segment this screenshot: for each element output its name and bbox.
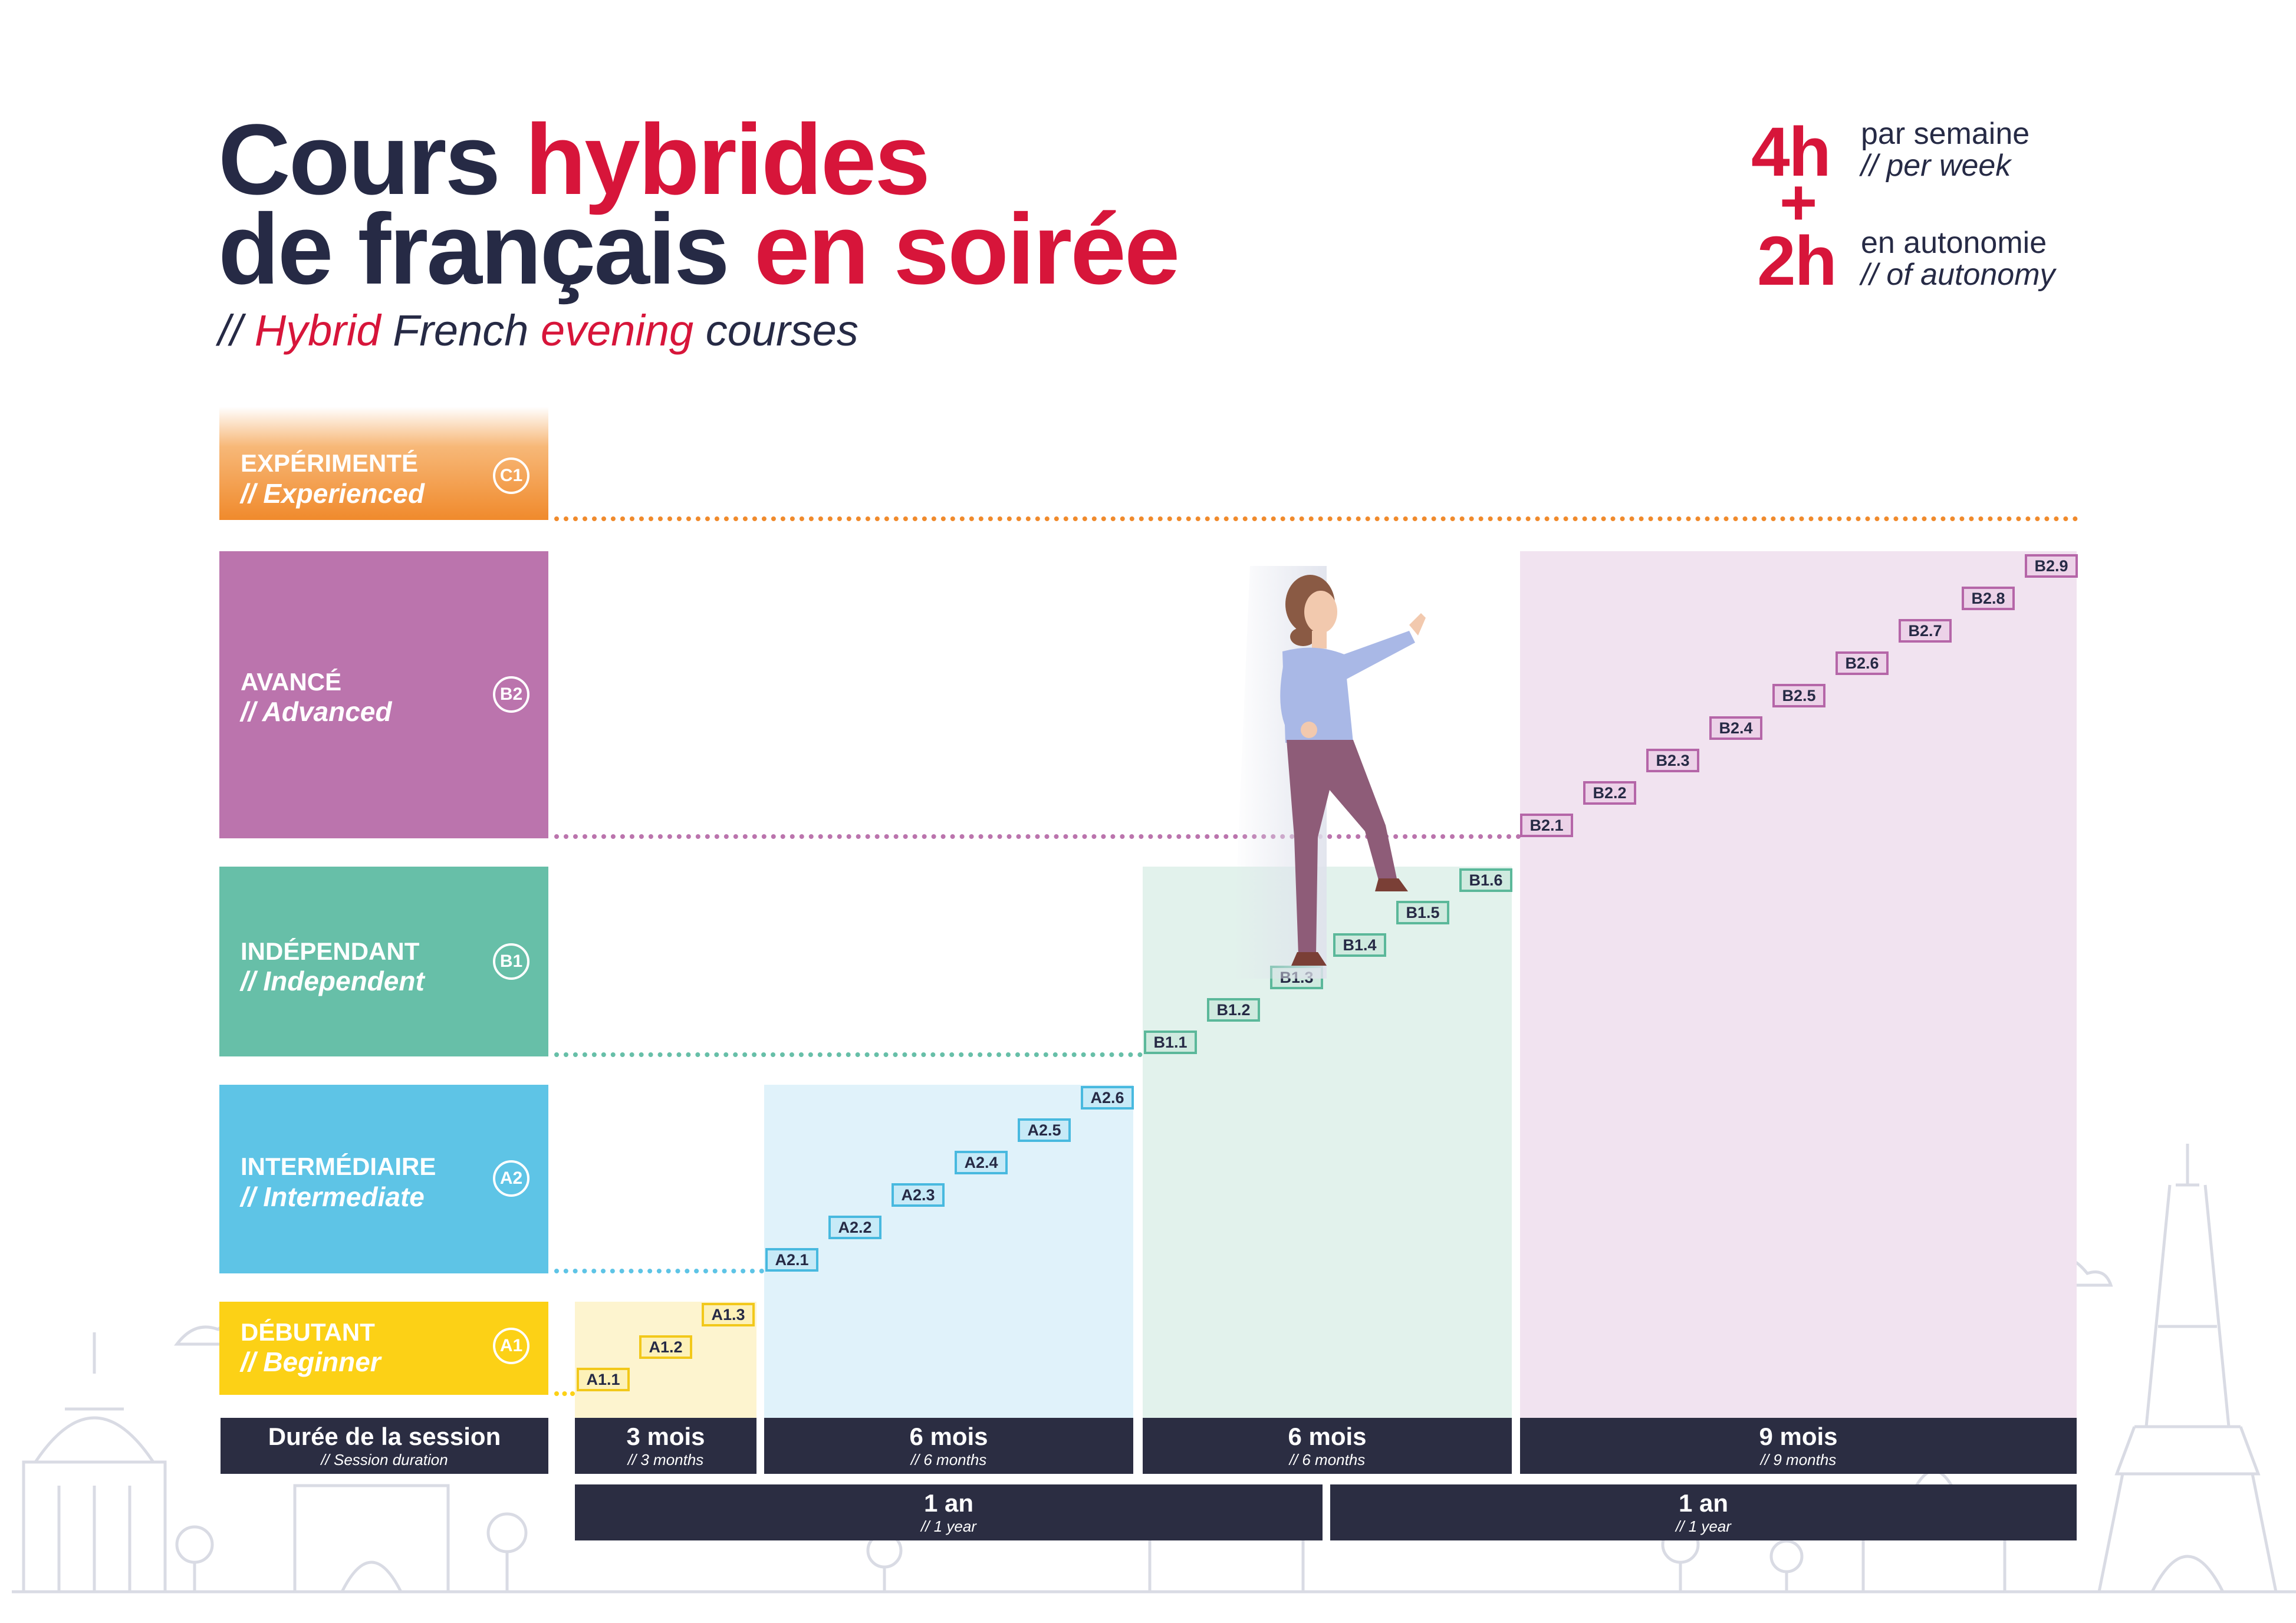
level-c1: EXPÉRIMENTÉ // Experienced C1 xyxy=(219,407,548,520)
session-a2-duration: 6 mois // 6 months xyxy=(764,1418,1133,1474)
step-b2-1: B2.1 xyxy=(1520,814,1573,837)
step-a2-2: A2.2 xyxy=(828,1216,881,1239)
level-b1-badge: B1 xyxy=(493,943,529,980)
step-a2-6: A2.6 xyxy=(1081,1086,1134,1110)
hours-plus: + xyxy=(1779,166,1818,239)
level-b2-en: // Advanced xyxy=(241,696,392,727)
session-a1-duration-en: // 3 months xyxy=(627,1451,704,1469)
guide-line-b1 xyxy=(554,1052,1143,1057)
session-a1-duration: 3 mois // 3 months xyxy=(575,1418,756,1474)
year-2-bar: 1 an // 1 year xyxy=(1330,1484,2077,1540)
step-b1-6: B1.6 xyxy=(1459,868,1512,892)
level-b1-en: // Independent xyxy=(241,966,425,996)
level-a2-badge: A2 xyxy=(493,1160,529,1197)
level-a1-badge: A1 xyxy=(493,1328,529,1364)
level-b2-fr: AVANCÉ xyxy=(241,668,342,696)
subtitle-hybrid: Hybrid xyxy=(254,306,381,355)
guide-line-c1 xyxy=(554,516,2078,521)
step-b2-9: B2.9 xyxy=(2025,554,2078,578)
title-line2-b: en soirée xyxy=(754,193,1180,305)
session-b1-duration-fr: 6 mois xyxy=(1288,1423,1367,1450)
year-1-fr: 1 an xyxy=(923,1489,974,1517)
step-b2-2: B2.2 xyxy=(1583,781,1636,805)
step-b1-4: B1.4 xyxy=(1333,933,1386,957)
step-b2-3: B2.3 xyxy=(1646,749,1699,772)
session-b1-duration: 6 mois // 6 months xyxy=(1143,1418,1512,1474)
step-a1-1: A1.1 xyxy=(577,1368,630,1391)
level-a1-fr: DÉBUTANT xyxy=(241,1318,375,1346)
subtitle-evening: evening xyxy=(540,306,694,355)
step-a2-1: A2.1 xyxy=(765,1248,818,1272)
level-a2-en: // Intermediate xyxy=(241,1181,425,1212)
hours-weekly-label: par semaine// per week xyxy=(1861,118,2029,182)
year-2-en: // 1 year xyxy=(1676,1517,1731,1535)
level-c1-en: // Experienced xyxy=(241,478,425,509)
level-b1-fr: INDÉPENDANT xyxy=(241,937,420,965)
session-b2-duration-fr: 9 mois xyxy=(1759,1423,1838,1450)
duration-label-en: // Session duration xyxy=(321,1451,448,1469)
title-line1-a: Cours xyxy=(218,104,525,216)
hours-autonomy-en: // of autonomy xyxy=(1861,258,2055,292)
level-b1: INDÉPENDANT // Independent B1 xyxy=(219,867,548,1056)
step-a1-2: A1.2 xyxy=(639,1335,692,1359)
year-2-fr: 1 an xyxy=(1678,1489,1729,1517)
zone-b1 xyxy=(1143,867,1512,1474)
step-b2-6: B2.6 xyxy=(1836,651,1889,675)
session-a2-duration-en: // 6 months xyxy=(910,1451,987,1469)
step-b2-7: B2.7 xyxy=(1899,619,1952,643)
zone-a2 xyxy=(764,1085,1133,1474)
step-a2-4: A2.4 xyxy=(955,1151,1008,1174)
level-c1-badge: C1 xyxy=(493,457,529,494)
step-b2-5: B2.5 xyxy=(1772,684,1825,707)
hours-autonomy: 2h xyxy=(1757,222,1837,300)
hours-weekly: 4h xyxy=(1751,113,1831,191)
title-line1-b: hybrides xyxy=(525,104,930,216)
page-title: Cours hybrides de français en soirée xyxy=(218,110,1180,299)
level-c1-fr: EXPÉRIMENTÉ xyxy=(241,449,419,477)
step-a2-5: A2.5 xyxy=(1018,1118,1071,1142)
step-a1-3: A1.3 xyxy=(702,1303,755,1326)
guide-line-a2 xyxy=(554,1269,764,1273)
subtitle-courses: courses xyxy=(693,306,858,355)
session-b1-duration-en: // 6 months xyxy=(1289,1451,1366,1469)
woman-climbing-illustration xyxy=(1232,566,1426,979)
hours-autonomy-fr: en autonomie xyxy=(1861,226,2047,260)
guide-line-a1 xyxy=(554,1391,575,1396)
subtitle-french: French xyxy=(380,306,541,355)
session-a1-duration-fr: 3 mois xyxy=(626,1423,705,1450)
step-b1-2: B1.2 xyxy=(1207,998,1260,1022)
level-a2: INTERMÉDIAIRE // Intermediate A2 xyxy=(219,1085,548,1273)
step-b1-5: B1.5 xyxy=(1396,901,1449,924)
hours-autonomy-label: en autonomie// of autonomy xyxy=(1861,227,2055,291)
step-b2-8: B2.8 xyxy=(1962,587,2015,610)
level-a1-en: // Beginner xyxy=(241,1347,381,1377)
session-a2-duration-fr: 6 mois xyxy=(909,1423,988,1450)
hours-weekly-en: // per week xyxy=(1861,149,2011,183)
year-1-bar: 1 an // 1 year xyxy=(575,1484,1323,1540)
duration-label-bar: Durée de la session // Session duration xyxy=(221,1418,548,1474)
level-a2-fr: INTERMÉDIAIRE xyxy=(241,1153,436,1180)
level-b2: AVANCÉ // Advanced B2 xyxy=(219,551,548,838)
session-b2-duration-en: // 9 months xyxy=(1760,1451,1837,1469)
step-b1-1: B1.1 xyxy=(1144,1031,1197,1054)
subtitle-slashes: // xyxy=(218,306,255,355)
session-b2-duration: 9 mois // 9 months xyxy=(1520,1418,2077,1474)
guide-line-b2 xyxy=(554,834,1521,839)
level-b2-badge: B2 xyxy=(493,676,529,713)
level-a1: DÉBUTANT // Beginner A1 xyxy=(219,1302,548,1395)
duration-label: Durée de la session xyxy=(268,1423,501,1450)
year-1-en: // 1 year xyxy=(921,1517,976,1535)
title-line2-a: de français xyxy=(218,193,754,305)
page-subtitle: // Hybrid French evening courses xyxy=(218,305,858,355)
step-b2-4: B2.4 xyxy=(1709,716,1762,740)
hours-weekly-fr: par semaine xyxy=(1861,117,2030,151)
step-a2-3: A2.3 xyxy=(892,1183,945,1207)
